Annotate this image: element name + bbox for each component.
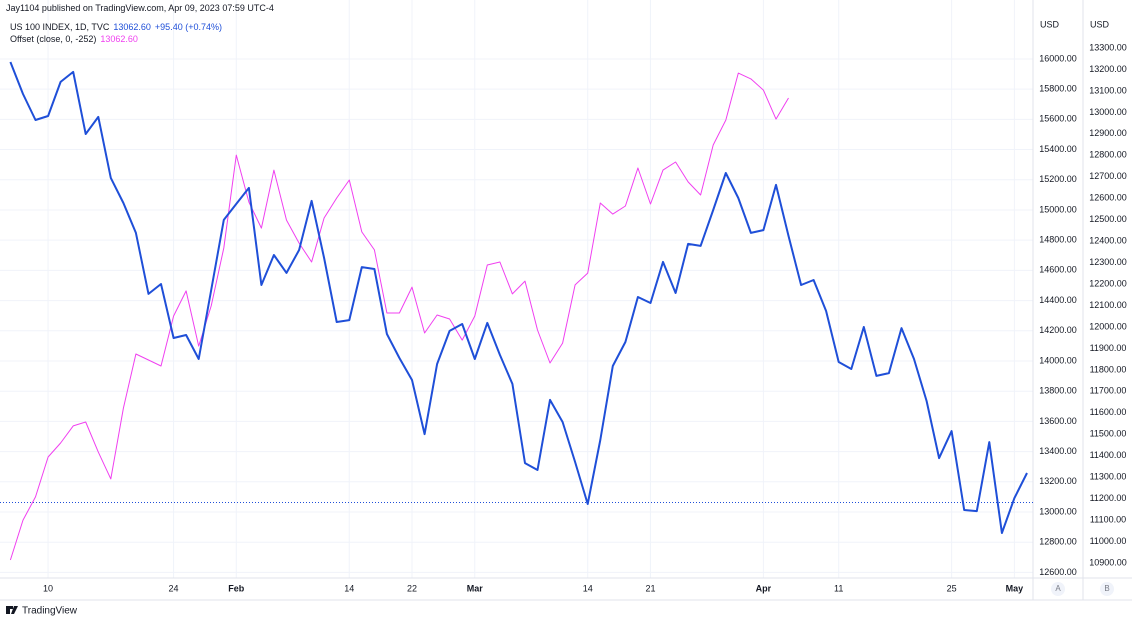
legend-row: Offset (close, 0, -252) 13062.60: [10, 34, 142, 44]
y-tick-label: 13600.00: [1039, 416, 1077, 426]
x-tick-label: 11: [834, 583, 843, 593]
y2-tick-label: 12100.00: [1089, 300, 1127, 310]
y-tick-label: 15400.00: [1039, 144, 1077, 154]
y-tick-label: 14800.00: [1039, 235, 1077, 245]
y2-tick-label: 13100.00: [1089, 85, 1127, 95]
y-tick-label: 14200.00: [1039, 325, 1077, 335]
x-tick-label: 21: [645, 583, 655, 593]
series-line: [9, 61, 1028, 534]
y2-tick-label: 10900.00: [1089, 557, 1127, 567]
y2-tick-label: 11200.00: [1090, 493, 1127, 503]
y-tick-label: 13800.00: [1039, 386, 1077, 396]
y2-tick-label: 11700.00: [1090, 386, 1127, 396]
legend-name: US 100 INDEX, 1D, TVC: [10, 22, 110, 32]
y2-tick-label: 13300.00: [1089, 42, 1127, 52]
y2-tick-label: 12400.00: [1089, 236, 1127, 246]
brand: TradingView: [22, 606, 78, 617]
x-tick-label: 22: [407, 583, 417, 593]
y2-axis-unit: USD: [1090, 19, 1110, 29]
scale-button[interactable]: [1100, 582, 1114, 596]
scale-button-label: A: [1055, 584, 1061, 593]
legend-value: 13062.60: [113, 22, 151, 32]
y2-tick-label: 12000.00: [1089, 321, 1127, 331]
y2-tick-label: 11100.00: [1090, 514, 1126, 524]
y2-tick-label: 11400.00: [1090, 450, 1127, 460]
y-tick-label: 14400.00: [1039, 295, 1077, 305]
series-line: [9, 72, 789, 561]
y2-tick-label: 13200.00: [1089, 64, 1127, 74]
y2-tick-label: 12200.00: [1089, 278, 1127, 288]
x-tick-label: 14: [583, 583, 593, 593]
x-tick-label: 10: [43, 583, 53, 593]
y-tick-label: 15000.00: [1039, 204, 1077, 214]
x-tick-label: 24: [169, 583, 179, 593]
y-tick-label: 15600.00: [1039, 114, 1077, 124]
attribution: Jay1104 published on TradingView.com, Ap…: [6, 3, 274, 13]
y2-tick-label: 12700.00: [1089, 171, 1127, 181]
y2-tick-label: 11300.00: [1090, 472, 1127, 482]
y-tick-label: 13400.00: [1039, 446, 1077, 456]
y-tick-label: 15800.00: [1039, 84, 1077, 94]
legend-value: 13062.60: [100, 34, 138, 44]
legend-change: +95.40 (+0.74%): [154, 22, 222, 32]
x-tick-label: May: [1006, 583, 1024, 593]
y-tick-label: 14000.00: [1039, 355, 1077, 365]
x-tick-label: Apr: [756, 583, 772, 593]
y-tick-label: 12800.00: [1039, 537, 1077, 547]
scale-button-label: B: [1104, 584, 1109, 593]
y2-tick-label: 11000.00: [1090, 536, 1127, 546]
x-tick-label: 25: [947, 583, 957, 593]
y-axis-unit: USD: [1040, 19, 1060, 29]
y-tick-label: 13000.00: [1039, 506, 1077, 516]
x-tick-label: Mar: [467, 583, 484, 593]
y-tick-label: 12600.00: [1039, 567, 1077, 577]
y2-tick-label: 11600.00: [1090, 407, 1127, 417]
legend-row: US 100 INDEX, 1D, TVC 13062.60 +95.40 (+0.…: [10, 22, 226, 32]
y-tick-label: 14600.00: [1039, 265, 1077, 275]
scale-button[interactable]: [1051, 582, 1065, 596]
x-tick-label: 14: [344, 583, 354, 593]
x-tick-label: Feb: [228, 583, 245, 593]
brand-logo: [6, 606, 18, 614]
y2-tick-label: 11500.00: [1090, 429, 1127, 439]
y-tick-label: 16000.00: [1039, 53, 1077, 63]
y2-tick-label: 13000.00: [1089, 107, 1127, 117]
y2-tick-label: 12300.00: [1089, 257, 1127, 267]
y-tick-label: 13200.00: [1039, 476, 1077, 486]
y-tick-label: 15200.00: [1039, 174, 1077, 184]
legend-name: Offset (close, 0, -252): [10, 34, 97, 44]
y2-tick-label: 11800.00: [1090, 364, 1127, 374]
y2-tick-label: 12800.00: [1089, 150, 1127, 160]
y2-tick-label: 12600.00: [1089, 193, 1127, 203]
y2-tick-label: 12900.00: [1089, 128, 1127, 138]
y2-tick-label: 12500.00: [1089, 214, 1127, 224]
y2-tick-label: 11900.00: [1090, 343, 1127, 353]
